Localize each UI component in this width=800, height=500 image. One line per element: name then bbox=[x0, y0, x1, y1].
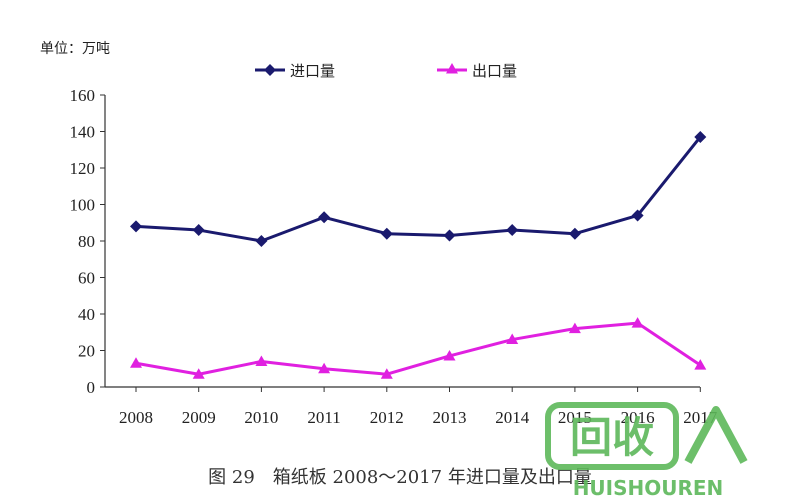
recycle-icon bbox=[684, 406, 748, 464]
data-point bbox=[443, 229, 456, 242]
data-point bbox=[255, 235, 268, 247]
x-tick-label: 2011 bbox=[307, 408, 340, 427]
data-point bbox=[130, 220, 142, 233]
x-tick-label: 2010 bbox=[244, 408, 278, 427]
series-line bbox=[135, 321, 702, 376]
y-tick-label: 0 bbox=[87, 378, 96, 397]
legend-marker bbox=[446, 63, 458, 74]
data-point bbox=[318, 211, 331, 224]
series-line bbox=[135, 136, 702, 243]
watermark-brand-text: HUISHOUREN bbox=[573, 476, 724, 500]
watermark-logo: 回收 HUISHOUREN bbox=[545, 402, 748, 500]
series-layer bbox=[130, 130, 707, 379]
legend: 进口量 出口量 bbox=[255, 62, 517, 80]
data-point bbox=[568, 322, 581, 334]
y-tick-label: 120 bbox=[70, 159, 96, 178]
legend-item: 进口量 bbox=[255, 62, 335, 80]
data-point bbox=[380, 368, 393, 379]
data-point bbox=[568, 227, 581, 240]
x-tick-label: 2013 bbox=[433, 408, 467, 427]
data-point bbox=[506, 333, 519, 345]
figure-caption: 图 29 箱纸板 2008～2017 年进口量及出口量 bbox=[208, 467, 592, 488]
x-tick-label: 2015 bbox=[558, 408, 592, 427]
watermark-box bbox=[545, 402, 679, 470]
x-tick-label: 2016 bbox=[621, 408, 655, 427]
data-point bbox=[694, 359, 707, 370]
data-point bbox=[130, 357, 142, 368]
series-2 bbox=[130, 317, 707, 379]
y-tick-label: 60 bbox=[78, 269, 95, 288]
axes: 0 20 40 60 80 100 120 140 160 2008 2009 2010 2011 201… bbox=[70, 86, 718, 427]
x-tick-label: 2014 bbox=[495, 408, 530, 427]
y-tick-label: 100 bbox=[70, 196, 96, 215]
data-point bbox=[192, 224, 205, 237]
legend-item: 出口量 bbox=[437, 62, 517, 80]
y-tick-label: 20 bbox=[78, 342, 95, 361]
y-tick-label: 140 bbox=[70, 123, 96, 142]
x-tick-label: 2009 bbox=[182, 408, 216, 427]
y-unit-label: 单位：万吨 bbox=[40, 41, 110, 57]
y-tick-label: 80 bbox=[78, 232, 95, 251]
data-point bbox=[631, 317, 644, 328]
legend-label: 出口量 bbox=[472, 62, 517, 80]
series-1 bbox=[130, 130, 707, 247]
data-point bbox=[192, 368, 205, 379]
legend-label: 进口量 bbox=[290, 62, 335, 80]
data-point bbox=[631, 209, 644, 222]
watermark-icon-text: 回收 bbox=[570, 413, 654, 462]
data-point bbox=[255, 355, 268, 366]
data-point bbox=[380, 227, 393, 240]
legend-marker bbox=[264, 64, 276, 76]
x-tick-label: 2012 bbox=[370, 408, 404, 427]
data-point bbox=[443, 349, 456, 361]
x-tick-label: 2008 bbox=[119, 408, 153, 427]
data-point bbox=[694, 130, 707, 143]
data-point bbox=[506, 224, 519, 237]
data-point bbox=[318, 362, 331, 374]
y-tick-label: 160 bbox=[70, 86, 96, 105]
y-tick-label: 40 bbox=[78, 305, 95, 324]
